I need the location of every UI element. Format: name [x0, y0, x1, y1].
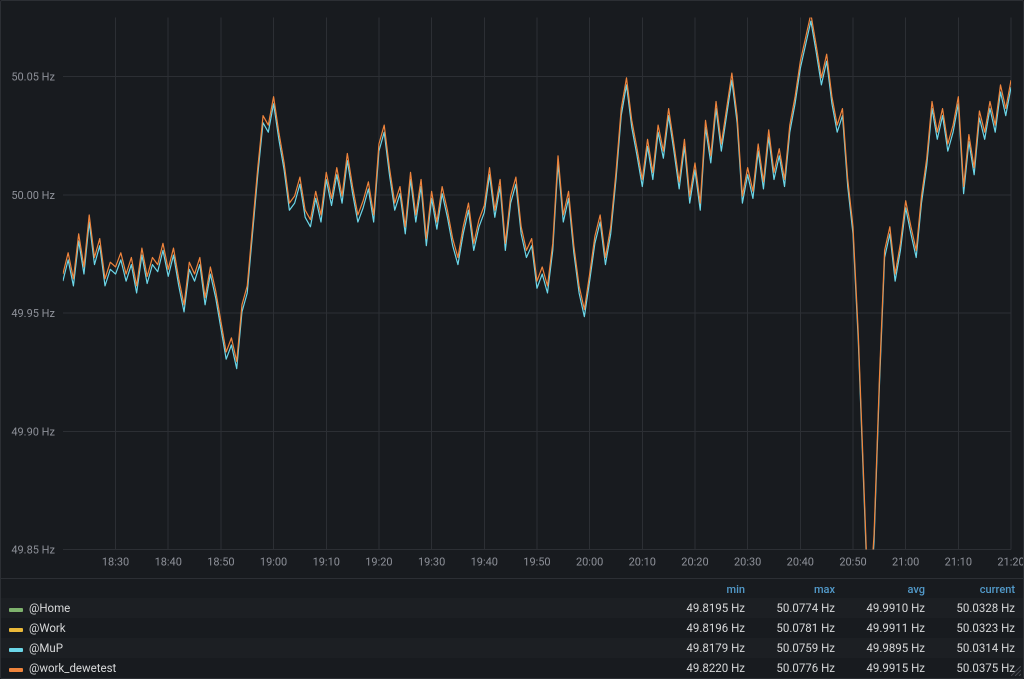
svg-text:19:00: 19:00: [260, 555, 287, 568]
svg-text:19:20: 19:20: [365, 555, 392, 568]
svg-text:18:50: 18:50: [207, 555, 234, 568]
svg-text:21:20: 21:20: [997, 555, 1023, 568]
legend-swatch: [9, 641, 29, 655]
svg-text:19:40: 19:40: [471, 555, 498, 568]
legend-avg-value: 49.9910 Hz: [835, 601, 925, 615]
svg-text:19:10: 19:10: [313, 555, 340, 568]
svg-text:21:10: 21:10: [945, 555, 972, 568]
legend-header-row: min max avg current: [1, 579, 1023, 598]
legend-series-name: @work_dewetest: [29, 661, 655, 675]
legend-avg-value: 49.9915 Hz: [835, 661, 925, 675]
svg-text:49.95 Hz: 49.95 Hz: [11, 307, 55, 320]
legend-row[interactable]: @Home49.8195 Hz50.0774 Hz49.9910 Hz50.03…: [1, 598, 1023, 618]
svg-text:49.85 Hz: 49.85 Hz: [11, 543, 55, 556]
svg-text:19:50: 19:50: [523, 555, 550, 568]
svg-text:20:50: 20:50: [839, 555, 866, 568]
svg-text:49.90 Hz: 49.90 Hz: [11, 425, 55, 438]
legend-col-max[interactable]: max: [745, 583, 835, 596]
legend-col-avg[interactable]: avg: [835, 583, 925, 596]
chart-panel: 49.85 Hz 49.90 Hz 49.95 Hz 50.00 Hz 50.05 Hz…: [0, 0, 1024, 679]
legend-min-value: 49.8196 Hz: [655, 621, 745, 635]
svg-text:21:00: 21:00: [892, 555, 919, 568]
legend-col-current[interactable]: current: [925, 583, 1015, 596]
legend-current-value: 50.0328 Hz: [925, 601, 1015, 615]
legend-row[interactable]: @work_dewetest49.8220 Hz50.0776 Hz49.991…: [1, 658, 1023, 678]
legend-current-value: 50.0323 Hz: [925, 621, 1015, 635]
legend-min-value: 49.8195 Hz: [655, 601, 745, 615]
svg-text:20:30: 20:30: [734, 555, 761, 568]
svg-text:19:30: 19:30: [418, 555, 445, 568]
legend-swatch: [9, 661, 29, 675]
legend-series-name: @Home: [29, 601, 655, 615]
legend-table: min max avg current @Home49.8195 Hz50.07…: [1, 578, 1023, 678]
svg-text:20:40: 20:40: [787, 555, 814, 568]
legend-series-name: @MuP: [29, 641, 655, 655]
chart-plot-area[interactable]: 49.85 Hz 49.90 Hz 49.95 Hz 50.00 Hz 50.05 Hz…: [1, 1, 1023, 578]
svg-text:50.00 Hz: 50.00 Hz: [11, 189, 55, 202]
legend-min-value: 49.8179 Hz: [655, 641, 745, 655]
legend-avg-value: 49.9911 Hz: [835, 621, 925, 635]
svg-text:20:20: 20:20: [681, 555, 708, 568]
legend-col-min[interactable]: min: [655, 583, 745, 596]
legend-swatch: [9, 601, 29, 615]
svg-text:50.05 Hz: 50.05 Hz: [11, 71, 55, 84]
legend-current-value: 50.0375 Hz: [925, 661, 1015, 675]
legend-avg-value: 49.9895 Hz: [835, 641, 925, 655]
legend-max-value: 50.0776 Hz: [745, 661, 835, 675]
legend-row[interactable]: @Work49.8196 Hz50.0781 Hz49.9911 Hz50.03…: [1, 618, 1023, 638]
line-chart-svg: 49.85 Hz 49.90 Hz 49.95 Hz 50.00 Hz 50.05 Hz…: [1, 1, 1023, 578]
svg-text:20:10: 20:10: [629, 555, 656, 568]
legend-row[interactable]: @MuP49.8179 Hz50.0759 Hz49.9895 Hz50.031…: [1, 638, 1023, 658]
legend-current-value: 50.0314 Hz: [925, 641, 1015, 655]
legend-min-value: 49.8220 Hz: [655, 661, 745, 675]
resize-handle-icon[interactable]: [1011, 666, 1021, 676]
legend-max-value: 50.0781 Hz: [745, 621, 835, 635]
svg-text:18:30: 18:30: [102, 555, 129, 568]
svg-text:20:00: 20:00: [576, 555, 603, 568]
legend-max-value: 50.0759 Hz: [745, 641, 835, 655]
legend-max-value: 50.0774 Hz: [745, 601, 835, 615]
legend-swatch: [9, 621, 29, 635]
legend-series-name: @Work: [29, 621, 655, 635]
svg-text:18:40: 18:40: [155, 555, 182, 568]
